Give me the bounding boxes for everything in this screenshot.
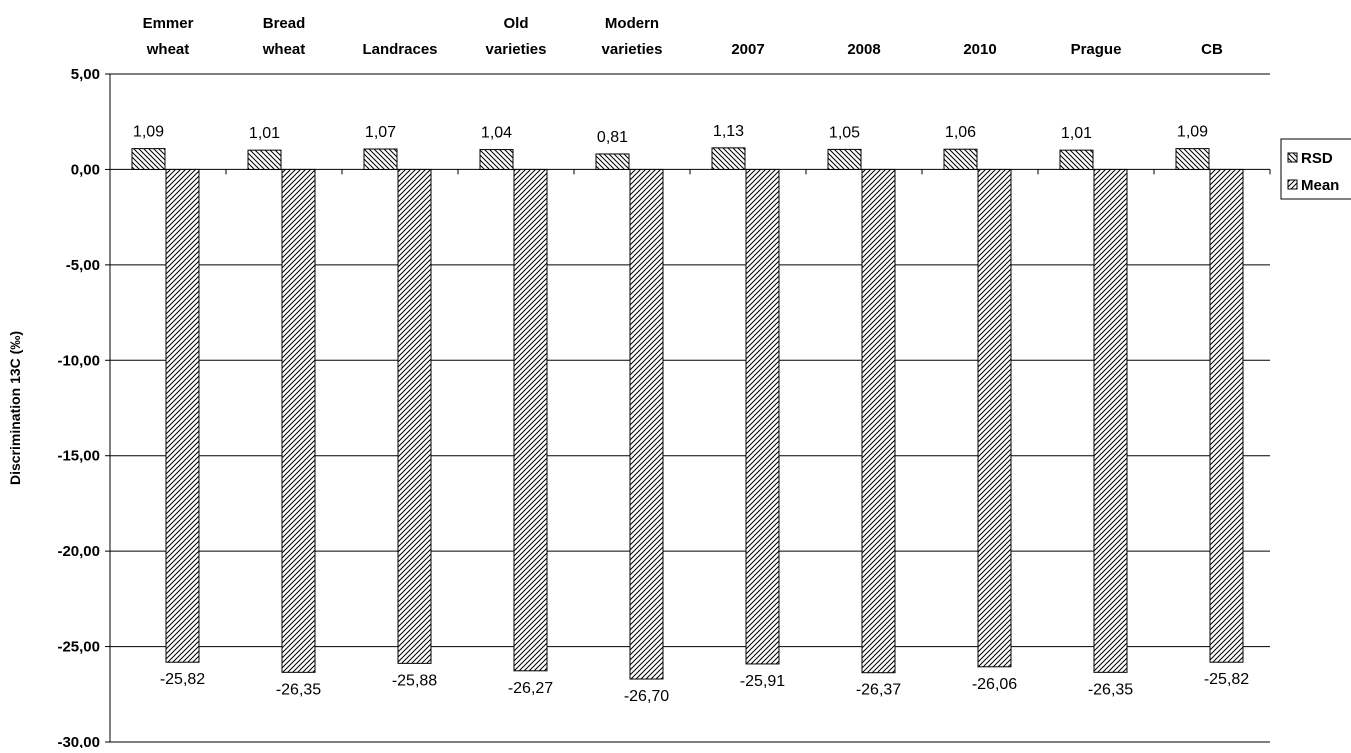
bar-rsd: [711, 147, 746, 170]
category-label: varieties: [486, 41, 547, 58]
bar-rsd: [479, 149, 514, 170]
category-label: Prague: [1071, 41, 1122, 58]
bar-rsd: [943, 148, 978, 170]
data-label-rsd: 1,05: [829, 124, 860, 141]
legend-swatch-rsd: [1287, 152, 1298, 163]
y-tick-label: -30,00: [57, 734, 100, 748]
category-labels: Emmer wheat Bread wheat Landraces Old varietie…: [143, 15, 1223, 58]
category-label: Old: [504, 15, 529, 32]
legend-label-rsd: RSD: [1301, 150, 1333, 167]
bars: [131, 147, 1244, 680]
data-label-mean: -26,37: [856, 682, 901, 699]
bar-rsd: [247, 149, 282, 170]
bar-rsd: [131, 148, 166, 170]
y-tick-label: -25,00: [57, 639, 100, 656]
data-label-rsd: 1,09: [133, 124, 164, 141]
bar-mean: [165, 168, 200, 663]
data-label-mean: -25,82: [1204, 671, 1249, 688]
category-label: Modern: [605, 15, 659, 32]
data-label-rsd: 1,06: [945, 124, 976, 141]
bar-mean: [1093, 168, 1128, 673]
data-labels: 1,09 -25,82 1,01 -26,35 1,07 -25,88 1,04 -26,27…: [133, 123, 1249, 705]
category-label: Landraces: [362, 41, 437, 58]
category-label: 2008: [847, 41, 880, 58]
y-tick-label: -20,00: [57, 543, 100, 560]
legend: RSD Mean: [1280, 138, 1351, 200]
data-label-mean: -26,70: [624, 688, 669, 705]
legend-box: [1280, 138, 1351, 200]
bar-mean: [629, 168, 664, 680]
category-label: 2007: [731, 41, 764, 58]
bar-mean: [1209, 168, 1244, 663]
data-label-mean: -26,06: [972, 676, 1017, 693]
data-label-rsd: 1,01: [249, 125, 280, 142]
y-tick-label: -10,00: [57, 352, 100, 369]
bar-rsd: [1059, 149, 1094, 170]
y-tick-label: 5,00: [71, 66, 100, 83]
y-tick-labels: 5,00 0,00 -5,00 -10,00 -15,00 -20,00 -25,00 -30…: [57, 66, 100, 751]
y-axis-title: Discrimination 13C (‰): [7, 331, 23, 485]
bar-rsd: [595, 153, 630, 170]
bar-mean: [861, 168, 896, 674]
category-label: Emmer: [143, 15, 194, 32]
data-label-mean: -25,82: [160, 671, 205, 688]
bar-mean: [397, 168, 432, 664]
data-label-rsd: 1,04: [481, 125, 512, 142]
category-label: wheat: [262, 41, 306, 58]
bar-mean: [281, 168, 316, 673]
data-label-mean: -25,88: [392, 672, 437, 689]
category-label: 2010: [963, 41, 996, 58]
data-label-rsd: 0,81: [597, 129, 628, 146]
category-label: Bread: [263, 15, 306, 32]
axes: [105, 73, 1271, 743]
data-label-rsd: 1,09: [1177, 124, 1208, 141]
bar-mean: [745, 168, 780, 665]
y-tick-label: -15,00: [57, 448, 100, 465]
bar-rsd: [363, 148, 398, 170]
y-tick-label: -5,00: [66, 257, 100, 274]
legend-label-mean: Mean: [1301, 177, 1339, 194]
category-label: varieties: [602, 41, 663, 58]
bar-rsd: [1175, 148, 1210, 170]
data-label-rsd: 1,01: [1061, 125, 1092, 142]
bar-mean: [513, 168, 548, 672]
category-label: wheat: [146, 41, 190, 58]
legend-swatch-mean: [1287, 179, 1298, 190]
bar-mean: [977, 168, 1012, 668]
y-tick-label: 0,00: [71, 161, 100, 178]
data-label-mean: -26,35: [276, 681, 321, 698]
data-label-mean: -25,91: [740, 673, 785, 690]
data-label-rsd: 1,13: [713, 123, 744, 140]
category-label: CB: [1201, 41, 1223, 58]
bar-rsd: [827, 148, 862, 170]
data-label-mean: -26,35: [1088, 681, 1133, 698]
data-label-mean: -26,27: [508, 680, 553, 697]
data-label-rsd: 1,07: [365, 124, 396, 141]
